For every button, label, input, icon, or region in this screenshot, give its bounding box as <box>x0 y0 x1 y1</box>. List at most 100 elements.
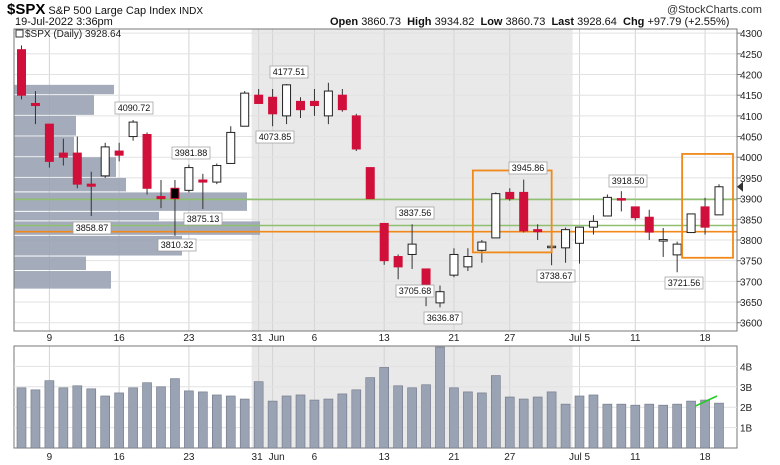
volume-bar <box>184 390 194 449</box>
volume-bar <box>198 391 208 449</box>
x-tick-label-volume: 9 <box>47 452 53 463</box>
volume-bar <box>463 391 473 449</box>
price-annotation-box <box>508 161 548 175</box>
y-tick-label: 4100 <box>740 112 763 123</box>
x-tick-label-volume: 6 <box>312 452 318 463</box>
volume-bar <box>588 394 599 449</box>
volume-bar <box>630 404 641 449</box>
price-annotation-box <box>395 284 435 298</box>
volume-bar <box>351 389 362 449</box>
volume-bar <box>239 398 250 449</box>
volume-by-price-bar <box>14 256 86 271</box>
candle-body <box>588 220 598 228</box>
candle-body <box>561 229 571 249</box>
x-tick-label: 31 <box>252 333 264 344</box>
volume-by-price-bar <box>14 221 260 235</box>
volume-bar <box>449 387 459 449</box>
last-value: 3928.64 <box>577 16 617 28</box>
volume-bar <box>225 395 236 449</box>
volume-bar <box>44 380 55 449</box>
low-label: Low <box>480 16 503 28</box>
low-value: 3860.73 <box>505 16 546 28</box>
volume-bar <box>518 398 529 449</box>
volume-bar <box>253 381 264 449</box>
chart-date: 19-Jul-2022 3:36pm <box>15 16 113 28</box>
candle-body <box>156 196 166 200</box>
volume-bar <box>700 399 710 449</box>
volume-bar <box>281 395 292 449</box>
candle-body <box>226 131 236 164</box>
x-tick-label: 6 <box>312 333 318 344</box>
x-tick-label-volume: 11 <box>630 452 641 463</box>
volume-bar <box>212 394 222 449</box>
candle-body <box>449 253 459 276</box>
candle-body <box>393 256 403 268</box>
candle-body <box>114 150 124 156</box>
x-tick-label: 16 <box>114 333 126 344</box>
volume-by-price-bar <box>14 192 247 211</box>
price-annotation-label: 3945.86 <box>512 163 545 173</box>
volume-bar <box>323 398 334 449</box>
candle-body <box>337 94 347 111</box>
candle-body <box>477 241 487 251</box>
volume-bar <box>546 391 557 449</box>
candle-body <box>198 179 208 183</box>
volume-bar <box>616 403 627 449</box>
candle-body <box>30 102 40 107</box>
volume-by-price-bar <box>14 177 126 192</box>
x-tick-label-volume: Jul 5 <box>569 452 591 463</box>
symbol: $SPX <box>7 1 46 18</box>
x-tick-label: Jun <box>269 333 285 344</box>
price-annotation-label: 3636.87 <box>427 313 460 323</box>
price-annotation-box <box>664 276 704 290</box>
volume-bar <box>128 387 138 449</box>
volume-bar <box>393 385 403 449</box>
price-annotation-box <box>536 269 576 283</box>
price-annotation-label: 3705.68 <box>399 286 432 296</box>
price-annotation-box <box>269 65 309 79</box>
volume-tick-label: 3B <box>740 383 753 394</box>
volume-bar <box>490 375 501 449</box>
y-tick-label: 4150 <box>740 91 763 102</box>
volume-bar <box>602 403 613 449</box>
volume-bar <box>72 385 83 449</box>
candle-body <box>365 167 375 200</box>
volume-bar <box>379 367 390 449</box>
volume-bar <box>365 377 376 449</box>
y-tick-label: 3600 <box>740 319 763 330</box>
volume-bar <box>156 386 166 449</box>
x-tick-label: 11 <box>630 333 641 344</box>
candle-body <box>17 49 26 96</box>
candle-body <box>379 222 389 262</box>
candle-body <box>351 115 361 150</box>
x-tick-label-volume: 31 <box>252 452 264 463</box>
price-annotation-box <box>423 311 463 325</box>
candle-body <box>644 216 654 233</box>
quote-bar: Open 3860.73 High 3934.82 Low 3860.73 La… <box>330 16 729 28</box>
price-annotation-label: 4177.51 <box>273 67 306 77</box>
volume-bar <box>504 396 515 449</box>
x-tick-label-volume: 23 <box>183 452 195 463</box>
candle-body <box>616 198 626 201</box>
volume-bar <box>658 404 669 449</box>
candle-body <box>170 187 180 200</box>
price-annotation-label: 3981.88 <box>175 148 208 158</box>
volume-bar <box>309 399 320 449</box>
price-annotation-box <box>395 206 435 220</box>
volume-by-price-bar <box>14 157 116 177</box>
price-annotation-box <box>114 101 154 115</box>
chart-header: $SPX S&P 500 Large Cap Index INDX <box>7 1 203 18</box>
volume-bar <box>86 388 97 449</box>
x-tick-label-volume: 13 <box>379 452 391 463</box>
price-annotation-box <box>157 238 197 252</box>
y-tick-label: 4300 <box>740 29 763 40</box>
x-tick-label-volume: 27 <box>504 452 516 463</box>
volume-bar <box>267 400 278 449</box>
volume-bar <box>16 387 27 449</box>
month-shade <box>251 29 573 331</box>
candle-body <box>519 191 529 232</box>
y-tick-label: 3700 <box>740 277 763 288</box>
price-annotation-label: 3837.56 <box>399 208 432 218</box>
candle-body <box>86 183 96 187</box>
